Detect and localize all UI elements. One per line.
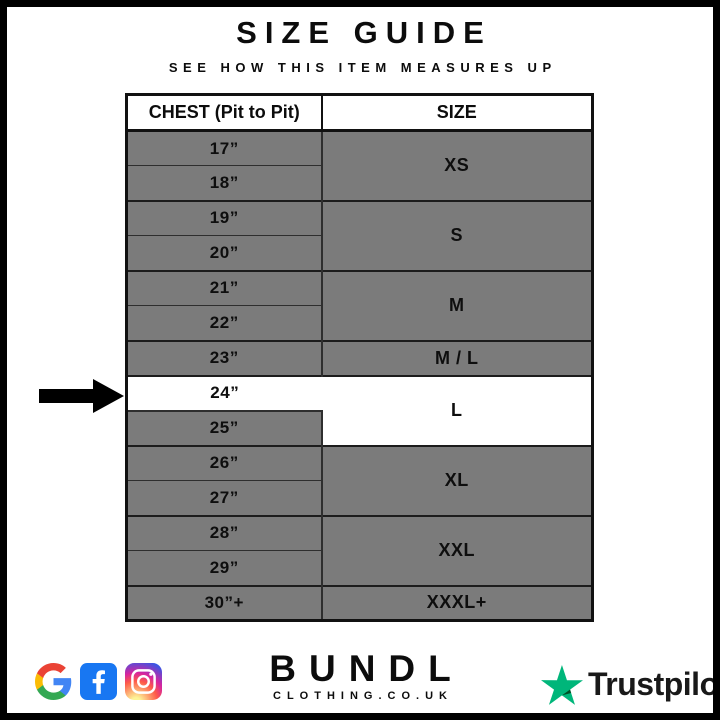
table-row: 21” M (126, 269, 593, 341)
table-row: 18” (126, 165, 593, 201)
table-row: 22” (126, 305, 593, 341)
chest-cell: 22” (126, 305, 323, 341)
table-row: 25” (126, 409, 593, 446)
chest-cell: 26” (126, 444, 323, 481)
size-cell: XL (321, 444, 593, 516)
google-icon[interactable] (35, 663, 72, 700)
size-cell: M / L (321, 339, 593, 376)
chest-cell: 20” (126, 235, 323, 271)
instagram-icon[interactable] (125, 663, 162, 700)
size-cell: XXL (321, 514, 593, 586)
facebook-icon[interactable] (80, 663, 117, 700)
trustpilot-label: Trustpilot (588, 666, 720, 702)
social-icons (35, 663, 162, 700)
table-row: 17” XS (126, 129, 593, 201)
current-size-arrow-icon (39, 379, 124, 413)
chest-cell: 24” (126, 374, 322, 411)
table-row: 20” (126, 235, 593, 271)
table-row: 19” S (126, 199, 593, 271)
page-title: SIZE GUIDE (236, 15, 492, 50)
chest-cell: 19” (126, 199, 323, 236)
page-subtitle: SEE HOW THIS ITEM MEASURES UP (168, 60, 557, 75)
chest-cell: 21” (126, 269, 323, 306)
trustpilot-star-icon (541, 665, 583, 705)
chest-cell: 28” (126, 514, 323, 551)
table-header-row: CHEST (Pit to Pit) SIZE (125, 93, 594, 132)
size-cell: XXXL+ (321, 584, 593, 621)
table-row: 28” XXL (126, 514, 593, 586)
size-cell: M (321, 269, 593, 341)
col-header-size: SIZE (320, 93, 594, 132)
trustpilot-logo[interactable]: Trustpilot (541, 664, 720, 705)
chest-cell: 23” (126, 339, 323, 376)
brand-domain: CLOTHING.CO.UK (273, 690, 453, 702)
chest-cell: 18” (126, 165, 323, 201)
chest-cell: 29” (126, 550, 323, 586)
size-table: CHEST (Pit to Pit) SIZE 17” XS 18” 19” S 20” 2… (125, 93, 594, 622)
table-row: 26” XL (126, 444, 593, 516)
brand-name: BUNDL (269, 648, 464, 689)
chest-cell: 17” (126, 129, 323, 166)
chest-cell: 30”+ (126, 584, 323, 621)
table-row: 23” M / L (126, 339, 593, 376)
col-header-chest: CHEST (Pit to Pit) (125, 93, 323, 132)
table-row: 27” (126, 480, 593, 516)
size-cell: XS (321, 129, 593, 201)
table-row: 30”+ XXXL+ (126, 584, 593, 621)
table-row: 24” L (126, 374, 593, 446)
chest-cell: 25” (126, 409, 323, 446)
size-cell: L (321, 374, 593, 446)
chest-cell: 27” (126, 480, 323, 516)
brand-logo: BUNDL CLOTHING.CO.UK (7, 650, 713, 702)
table-row: 29” (126, 550, 593, 586)
size-cell: S (321, 199, 593, 271)
